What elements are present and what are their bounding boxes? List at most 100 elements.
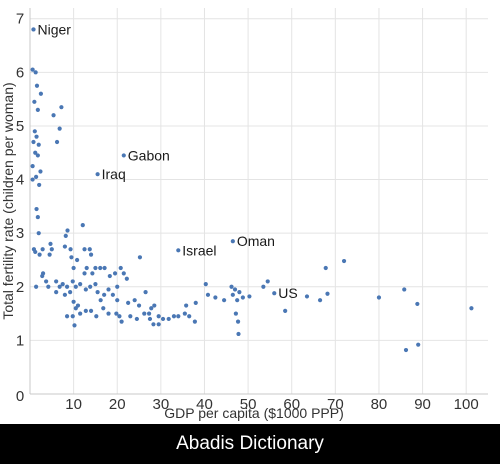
y-tick-label: 2 <box>16 279 24 296</box>
annotated-point <box>230 239 235 244</box>
data-point <box>203 281 208 287</box>
data-point <box>75 257 80 263</box>
data-point <box>98 265 103 271</box>
data-point <box>31 139 36 145</box>
data-point <box>48 241 53 246</box>
data-point <box>156 314 161 319</box>
y-tick-label: 5 <box>16 118 24 135</box>
annotation-label: Niger <box>37 21 71 37</box>
data-point <box>44 279 49 284</box>
data-point <box>132 298 137 303</box>
data-point <box>62 292 67 297</box>
data-point <box>95 290 100 295</box>
annotation-label: Oman <box>237 233 275 249</box>
data-point <box>402 287 407 292</box>
x-tick-label: 30 <box>153 396 170 413</box>
data-point <box>83 287 88 292</box>
data-point <box>68 290 73 295</box>
data-point <box>38 169 43 174</box>
data-point <box>102 292 107 297</box>
data-point <box>317 298 323 303</box>
data-point <box>40 247 45 252</box>
data-point <box>70 279 75 284</box>
data-point <box>88 252 94 257</box>
data-point <box>35 153 40 158</box>
data-point <box>70 314 75 319</box>
data-point <box>115 284 120 289</box>
data-point <box>152 303 157 308</box>
data-point <box>235 298 240 303</box>
data-point <box>40 273 45 279</box>
data-point <box>63 233 68 238</box>
data-point <box>265 279 270 284</box>
data-point <box>36 142 41 147</box>
data-point <box>341 258 347 264</box>
data-point <box>35 107 40 112</box>
x-tick-label: 50 <box>240 396 257 413</box>
x-tick-label: 40 <box>196 396 213 413</box>
data-point <box>80 223 85 228</box>
data-point <box>32 99 37 104</box>
data-point <box>51 113 56 118</box>
data-point <box>229 284 234 289</box>
data-point <box>64 314 70 319</box>
data-point <box>233 311 238 316</box>
data-point <box>156 322 161 327</box>
data-point <box>160 316 166 322</box>
data-point <box>33 70 38 75</box>
data-point <box>47 252 52 257</box>
x-tick-label: 100 <box>454 396 479 413</box>
data-point <box>34 284 39 289</box>
data-point <box>106 311 111 316</box>
data-point <box>171 314 177 319</box>
data-point <box>78 281 83 287</box>
data-point <box>323 265 328 271</box>
data-point <box>46 284 51 289</box>
data-point <box>35 214 40 220</box>
data-point <box>325 291 330 296</box>
data-point <box>69 255 74 260</box>
annotated-point <box>272 291 277 296</box>
data-point <box>205 292 211 297</box>
x-axis-title: GDP per capita ($1000 PPP) <box>164 405 344 421</box>
data-point <box>34 134 39 139</box>
data-point <box>90 271 95 276</box>
data-point <box>82 271 87 276</box>
x-tick-label: 90 <box>414 396 431 413</box>
data-point <box>192 319 197 324</box>
data-point <box>60 281 65 287</box>
y-tick-label: 3 <box>16 225 24 242</box>
data-point <box>230 292 235 297</box>
y-tick-label: 6 <box>16 64 24 81</box>
annotation-label: Iraq <box>102 166 126 182</box>
annotated-point <box>95 172 100 177</box>
data-point <box>416 342 421 347</box>
y-axis-title: Total fertility rate (children per woman… <box>0 82 16 319</box>
data-point <box>136 303 142 308</box>
data-point <box>134 316 139 322</box>
data-point <box>117 314 122 319</box>
data-point <box>126 300 131 305</box>
data-point <box>93 265 98 271</box>
data-point <box>75 303 81 308</box>
data-point <box>166 316 171 322</box>
data-point <box>146 311 152 316</box>
data-point <box>73 284 78 289</box>
footer-text: Abadis Dictionary <box>176 433 324 454</box>
x-tick-label: 10 <box>65 396 82 413</box>
data-point <box>261 284 266 289</box>
data-point <box>403 347 409 353</box>
data-point <box>93 281 98 287</box>
data-point <box>87 247 92 252</box>
data-point <box>49 247 54 252</box>
data-point <box>222 298 227 303</box>
data-point <box>283 308 288 314</box>
data-point <box>78 311 83 316</box>
data-point <box>415 301 420 307</box>
footer-bar: Abadis Dictionary <box>0 424 500 464</box>
data-point <box>176 314 181 319</box>
data-point <box>118 265 123 271</box>
y-tick-label: 1 <box>16 332 24 349</box>
data-point <box>37 252 42 257</box>
